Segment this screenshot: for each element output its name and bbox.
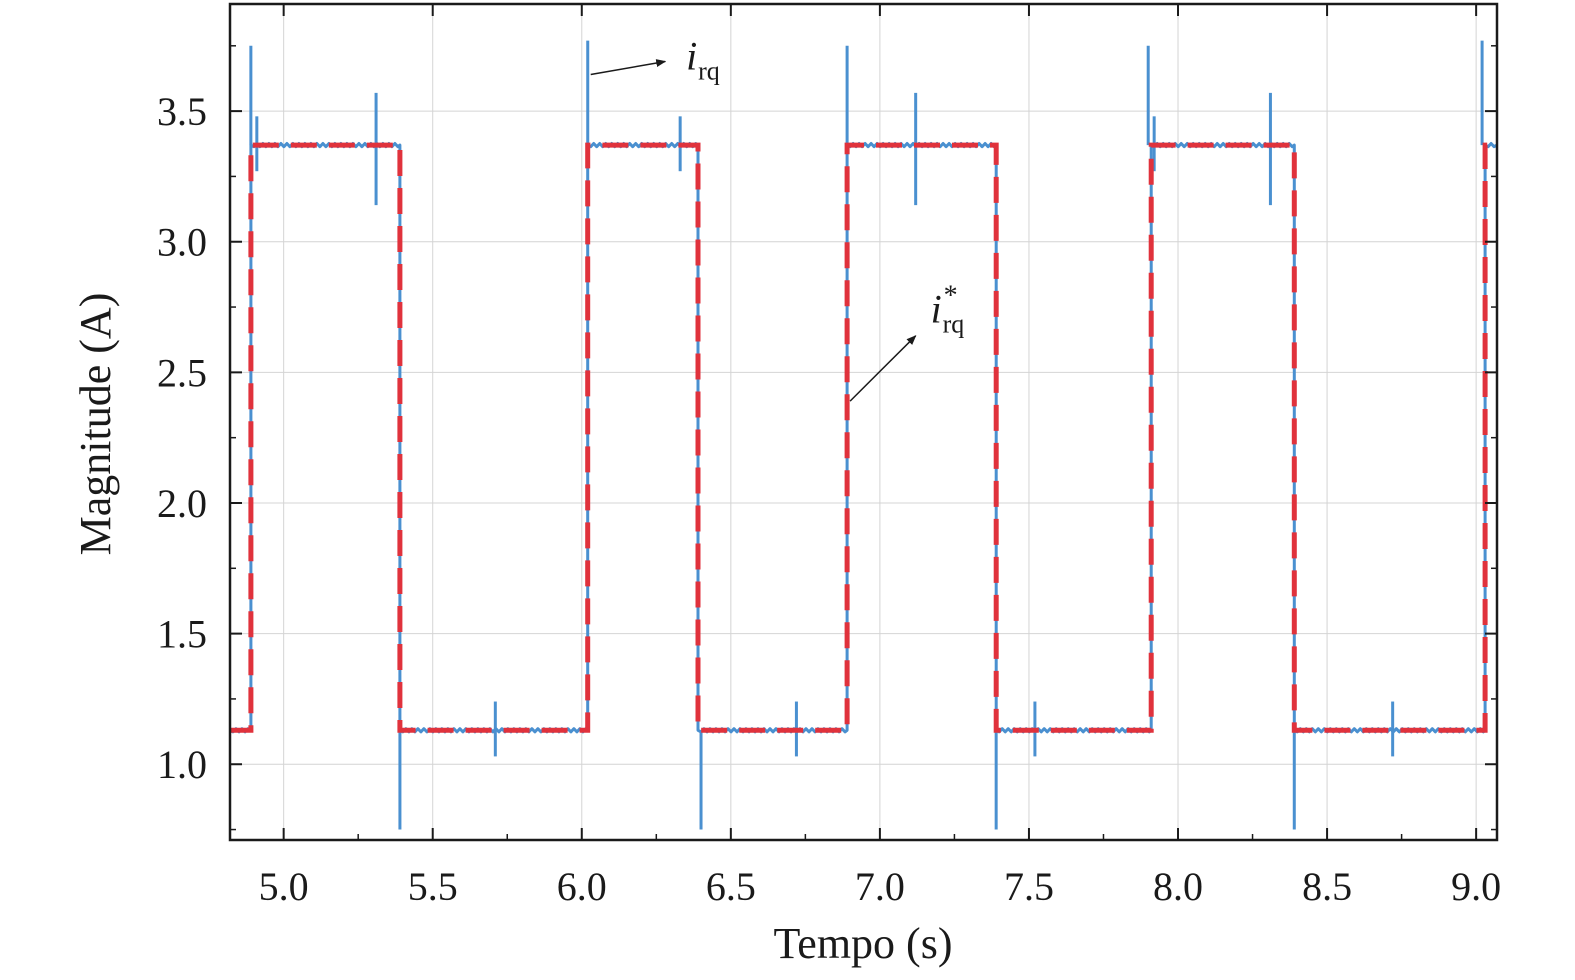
y-tick-label: 1.0 (157, 742, 207, 787)
y-tick-label: 2.5 (157, 350, 207, 395)
annotation-main-irq_ref: i (931, 287, 942, 332)
annotation-label-irq_ref: i rq* (931, 281, 965, 339)
plot-area (230, 40, 1497, 830)
ticks: 5.0 5.5 6.0 6.5 7.0 7.5 8.0 8.5 9.0 1.0 1.5 2.0 2.5 3… (157, 4, 1501, 909)
x-tick-label: 5.0 (259, 864, 309, 909)
annotation-sub-irq: rq (698, 56, 720, 85)
annotation-arrow-irq_ref (849, 335, 917, 402)
y-tick-label: 3.5 (157, 89, 207, 134)
y-tick-label: 3.0 (157, 220, 207, 265)
x-tick-label: 7.0 (855, 864, 905, 909)
x-tick-label: 8.0 (1153, 864, 1203, 909)
plot-frame (228, 2, 1499, 842)
annotation-main-irq: i (686, 33, 697, 78)
x-tick-label: 8.5 (1302, 864, 1352, 909)
y-tick-label: 2.0 (157, 481, 207, 526)
x-tick-label: 5.5 (408, 864, 458, 909)
annotation-arrow-irq (590, 59, 667, 76)
annotation-sup-irq_ref: * (944, 281, 958, 312)
x-tick-label: 9.0 (1451, 864, 1501, 909)
series-irq-ref-line (230, 142, 1497, 733)
x-tick-label: 7.5 (1004, 864, 1054, 909)
y-axis-title: Magnitude (A) (71, 293, 120, 556)
y-tick-label: 1.5 (157, 612, 207, 657)
x-tick-label: 6.0 (557, 864, 607, 909)
grid (230, 4, 1497, 840)
series-irq-line (230, 142, 1497, 734)
annotations: i rqi rq* (590, 33, 965, 402)
x-axis-title: Tempo (s) (774, 919, 953, 968)
x-tick-label: 6.5 (706, 864, 756, 909)
annotation-label-irq: i rq (686, 33, 720, 85)
annotation-sub-irq_ref: rq (943, 310, 965, 339)
